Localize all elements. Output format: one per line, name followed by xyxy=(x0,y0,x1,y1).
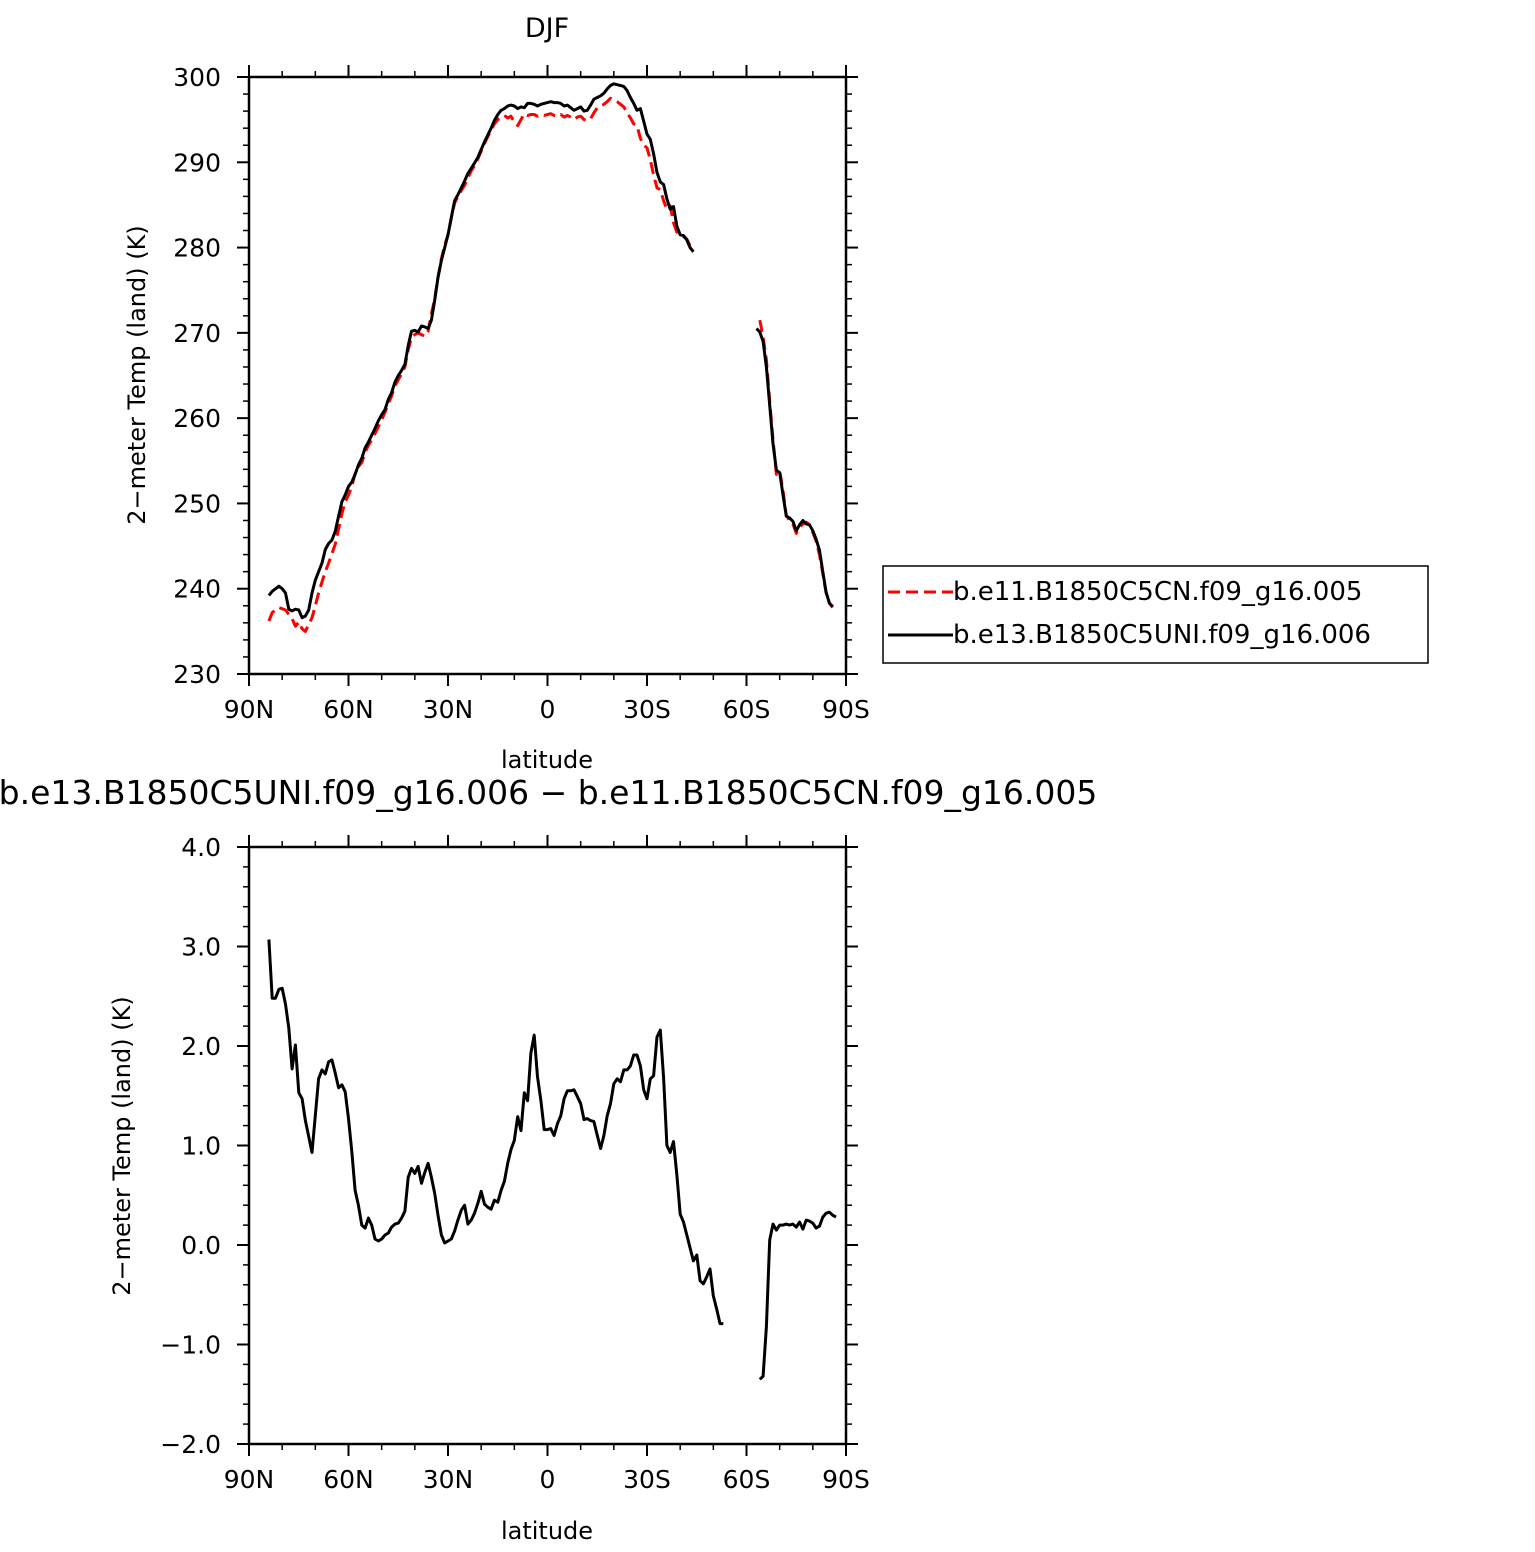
top-chart-y-tick-label: 270 xyxy=(173,319,221,348)
bottom-chart-y-tick-label: 3.0 xyxy=(181,933,221,962)
bottom-chart-series-1-line xyxy=(267,939,724,1326)
top-chart-ticks: 90N 60N 30N 0 30S 60S 90S 230 240 250 260 270 280 290… xyxy=(173,63,870,724)
top-chart-x-tick-label: 60S xyxy=(723,695,771,724)
bottom-chart-y-tick-label: 1.0 xyxy=(181,1132,221,1161)
bottom-chart-y-tick-label: −1.0 xyxy=(160,1331,221,1360)
top-chart-y-tick-label: 260 xyxy=(173,404,221,433)
legend-label-series-1: b.e11.B1850C5CN.f09_g16.005 xyxy=(953,577,1362,607)
legend-label-series-2: b.e13.B1850C5UNI.f09_g16.006 xyxy=(953,620,1371,650)
top-chart-y-tick-label: 280 xyxy=(173,234,221,263)
legend-box xyxy=(882,565,1429,664)
top-chart-series-2-line xyxy=(755,327,834,608)
top-chart-y-tick-label: 240 xyxy=(173,575,221,604)
bottom-chart-ticks: 90N 60N 30N 0 30S 60S 90S −2.0 −1.0 0.0 1.0 2.0 3.0 4… xyxy=(160,833,870,1494)
top-chart-lines xyxy=(267,82,834,633)
bottom-chart-y-tick-label: 2.0 xyxy=(181,1032,221,1061)
top-chart-x-tick-label: 30S xyxy=(623,695,671,724)
top-chart-series-2-line xyxy=(267,82,695,620)
bottom-chart-y-tick-label: 4.0 xyxy=(181,833,221,862)
bottom-chart-x-tick-label: 90N xyxy=(224,1465,275,1494)
bottom-chart-x-tick-label: 30N xyxy=(423,1465,474,1494)
top-chart-y-tick-label: 290 xyxy=(173,148,221,177)
bottom-chart-frame xyxy=(247,845,848,1446)
bottom-chart-y-tick-label: −2.0 xyxy=(160,1430,221,1459)
top-chart-x-tick-label: 0 xyxy=(540,695,556,724)
bottom-chart-series-1-line xyxy=(758,1210,837,1381)
legend: b.e11.B1850C5CN.f09_g16.005 b.e13.B1850C… xyxy=(882,565,1429,664)
top-chart-x-tick-label: 60N xyxy=(323,695,374,724)
top-chart-frame xyxy=(247,75,848,676)
bottom-chart-x-tick-label: 0 xyxy=(540,1465,556,1494)
top-chart-series-1-line xyxy=(758,319,834,609)
top-chart-x-tick-label: 90N xyxy=(224,695,275,724)
top-chart: DJF 2−meter Temp (land) (K) latitude 90N… xyxy=(123,13,870,774)
top-chart-title: DJF xyxy=(525,13,569,44)
top-chart-x-axis-label: latitude xyxy=(501,746,593,774)
top-chart-y-tick-label: 250 xyxy=(173,489,221,518)
bottom-chart-x-axis-label: latitude xyxy=(501,1517,593,1545)
top-chart-y-tick-label: 300 xyxy=(173,63,221,92)
bottom-chart-y-tick-label: 0.0 xyxy=(181,1231,221,1260)
bottom-chart-x-tick-label: 30S xyxy=(623,1465,671,1494)
top-chart-y-tick-label: 230 xyxy=(173,660,221,689)
bottom-chart-x-tick-label: 90S xyxy=(822,1465,870,1494)
bottom-chart-x-tick-label: 60S xyxy=(723,1465,771,1494)
top-chart-series-1-line xyxy=(267,96,692,633)
bottom-chart-y-axis-label: 2−meter Temp (land) (K) xyxy=(108,996,136,1295)
top-chart-y-axis-label: 2−meter Temp (land) (K) xyxy=(123,225,151,524)
bottom-chart: b.e13.B1850C5UNI.f09_g16.006 − b.e11.B18… xyxy=(0,773,1097,1545)
bottom-chart-x-tick-label: 60N xyxy=(323,1465,374,1494)
top-chart-x-tick-label: 30N xyxy=(423,695,474,724)
bottom-chart-lines xyxy=(267,939,837,1381)
top-chart-x-tick-label: 90S xyxy=(822,695,870,724)
bottom-chart-title: b.e13.B1850C5UNI.f09_g16.006 − b.e11.B18… xyxy=(0,773,1097,812)
